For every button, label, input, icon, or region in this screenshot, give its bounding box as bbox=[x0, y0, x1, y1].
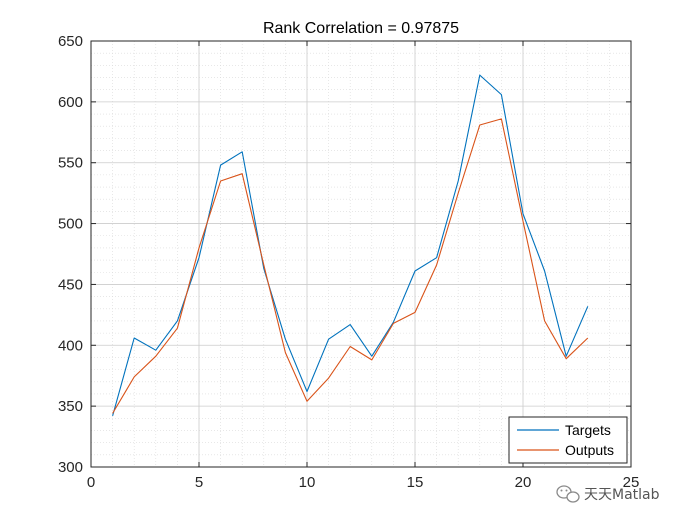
watermark: 天天Matlab bbox=[556, 485, 660, 503]
legend-label-outputs: Outputs bbox=[565, 442, 614, 458]
y-tick-label: 500 bbox=[58, 216, 83, 233]
series-line-targets bbox=[112, 74, 589, 417]
minor-grid bbox=[91, 41, 631, 467]
x-tick-label: 5 bbox=[195, 474, 203, 491]
x-tick-label: 15 bbox=[407, 474, 424, 491]
y-tick-label: 450 bbox=[58, 276, 83, 293]
y-tick-label: 400 bbox=[58, 337, 83, 354]
y-tick-label: 650 bbox=[58, 33, 83, 50]
y-tick-label: 550 bbox=[58, 155, 83, 172]
plot-area bbox=[91, 41, 631, 467]
tick-marks bbox=[90, 40, 632, 468]
x-tick-label: 10 bbox=[299, 474, 316, 491]
chart-title: Rank Correlation = 0.97875 bbox=[263, 20, 459, 37]
y-tick-label: 600 bbox=[58, 94, 83, 111]
wechat-icon bbox=[556, 485, 580, 503]
x-tick-label: 20 bbox=[515, 474, 532, 491]
axes-box bbox=[90, 40, 632, 468]
y-tick-label: 300 bbox=[58, 459, 83, 476]
series-line-outputs bbox=[112, 118, 589, 414]
x-tick-label: 25 bbox=[623, 474, 640, 491]
x-tick-label: 0 bbox=[87, 474, 95, 491]
y-tick-labels: 300 350 400 450 500 550 600 650 bbox=[58, 33, 83, 476]
series-layer bbox=[112, 74, 589, 417]
legend-label-targets: Targets bbox=[565, 422, 611, 438]
legend-box bbox=[508, 416, 628, 464]
legend: Targets Outputs bbox=[508, 416, 628, 464]
watermark-text: 天天Matlab bbox=[584, 487, 660, 503]
y-tick-label: 350 bbox=[58, 398, 83, 415]
x-tick-labels: 0 5 10 15 20 25 bbox=[87, 474, 640, 491]
